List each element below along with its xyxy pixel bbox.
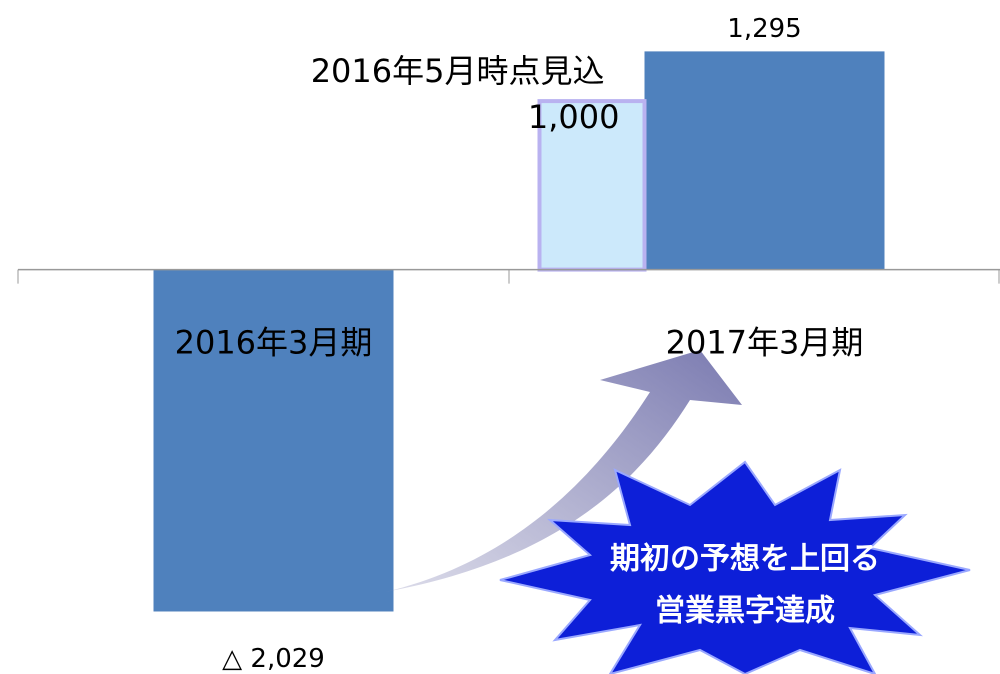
bar [153,269,394,612]
annotation: 期初の予想を上回る [610,542,880,577]
starburst [499,460,971,674]
data-label: 1,295 [727,14,801,44]
series-label: 2016年5月時点見込 [311,52,605,90]
x-tick-label: 2017年3月期 [666,324,864,362]
plot [153,51,885,612]
annotation: 営業黒字達成 [655,594,835,629]
arrow [385,350,742,592]
x-tick-label: 2016年3月期 [175,324,373,362]
data-label: △ 2,029 [222,644,325,674]
data-label: 1,000 [528,98,620,136]
bar [644,51,885,270]
